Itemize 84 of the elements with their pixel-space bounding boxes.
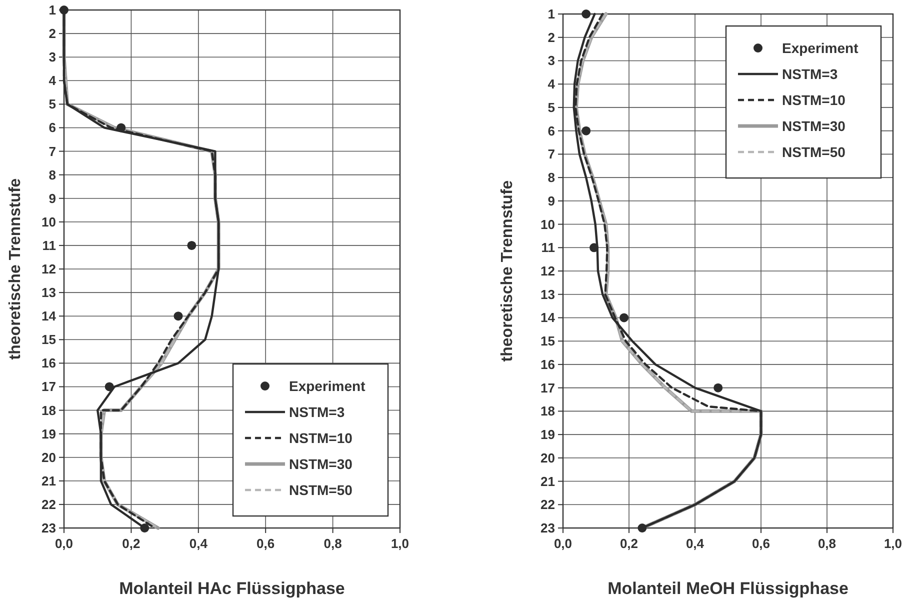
y-tick-label: 7 [48,144,56,159]
y-tick-label: 5 [48,96,56,112]
legend-label: NSTM=10 [289,430,353,446]
y-tick-label: 6 [48,120,56,136]
x-tick-label: 0,8 [818,536,836,551]
y-tick-label: 19 [42,426,56,442]
x-tick-label: 0,0 [54,536,74,551]
x-tick-label: 1,0 [884,536,902,551]
x-tick-label: 0,6 [752,536,770,551]
y-axis-title: theoretische Trennstufe [499,180,516,362]
legend-label: Experiment [289,378,366,394]
y-tick-label: 22 [540,497,555,512]
x-tick-label: 0,2 [122,536,140,551]
x-tick-label: 0,4 [686,536,705,551]
y-tick-label: 1 [48,2,56,18]
y-tick-label: 17 [42,379,56,394]
y-tick-label: 21 [42,473,56,488]
y-tick-label: 10 [42,214,56,230]
y-tick-label: 13 [540,286,555,302]
y-tick-label: 10 [540,216,555,232]
point [714,383,723,392]
y-tick-label: 12 [42,262,56,276]
x-tick-label: 0,0 [554,536,572,551]
y-tick-label: 8 [48,167,56,182]
y-tick-label: 2 [548,30,555,45]
legend-label: NSTM=50 [782,144,846,160]
y-tick-label: 14 [42,308,57,324]
y-tick-label: 16 [42,356,56,371]
y-tick-label: 8 [548,170,555,186]
point [104,382,114,392]
point [582,126,591,136]
legend-label: NSTM=50 [289,482,353,498]
y-tick-label: 7 [548,146,555,162]
y-tick-label: 11 [42,238,56,253]
legend-label: NSTM=30 [782,118,846,134]
y-tick-label: 9 [548,193,555,208]
point [140,524,150,532]
y-tick-label: 18 [42,402,56,418]
y-tick-label: 12 [540,264,555,278]
legend-label: NSTM=10 [782,92,846,108]
point [582,10,591,18]
point [620,313,629,322]
y-tick-label: 17 [540,380,555,396]
y-tick-label: 20 [42,450,56,465]
point [116,123,126,132]
legend-label: Experiment [782,40,859,56]
y-tick-label: 23 [42,520,56,536]
x-tick-label: 0,6 [256,536,275,551]
point [60,6,68,14]
legend-label: NSTM=3 [782,66,838,82]
x-tick-label: 0,8 [324,536,342,551]
y-tick-label: 18 [540,404,555,419]
y-tick-label: 4 [48,73,57,88]
y-tick-label: 16 [540,356,555,372]
x-tick-label: 1,0 [390,536,410,551]
y-tick-label: 6 [548,123,555,138]
y-tick-label: 1 [548,6,555,22]
x-tick-label: 0,2 [620,536,638,551]
y-tick-label: 19 [540,427,555,442]
point [174,312,183,321]
y-tick-label: 13 [42,285,56,300]
y-tick-label: 14 [540,310,556,326]
y-tick-label: 20 [540,450,555,466]
y-tick-label: 15 [540,334,555,349]
y-tick-label: 9 [48,190,56,206]
x-axis-title: Molanteil MeOH Flüssigphase [608,579,848,598]
x-axis-title: Molanteil HAc Flüssigphase [119,579,345,598]
y-axis-title: theoretische Trennstufe [7,178,24,360]
y-tick-label: 15 [42,332,56,348]
x-tick-label: 0,4 [189,536,208,551]
y-tick-label: 2 [48,26,56,42]
y-tick-label: 21 [540,474,555,489]
point [590,243,599,252]
legend-label: NSTM=30 [289,456,353,472]
y-tick-label: 11 [541,240,555,256]
y-tick-label: 3 [548,53,555,68]
y-tick-label: 3 [48,50,56,65]
y-tick-label: 4 [548,76,556,92]
y-tick-label: 5 [548,100,555,115]
legend-label: NSTM=3 [289,404,345,420]
y-tick-label: 23 [540,520,555,536]
point [638,524,647,532]
y-tick-label: 22 [42,496,56,512]
point [187,240,196,250]
